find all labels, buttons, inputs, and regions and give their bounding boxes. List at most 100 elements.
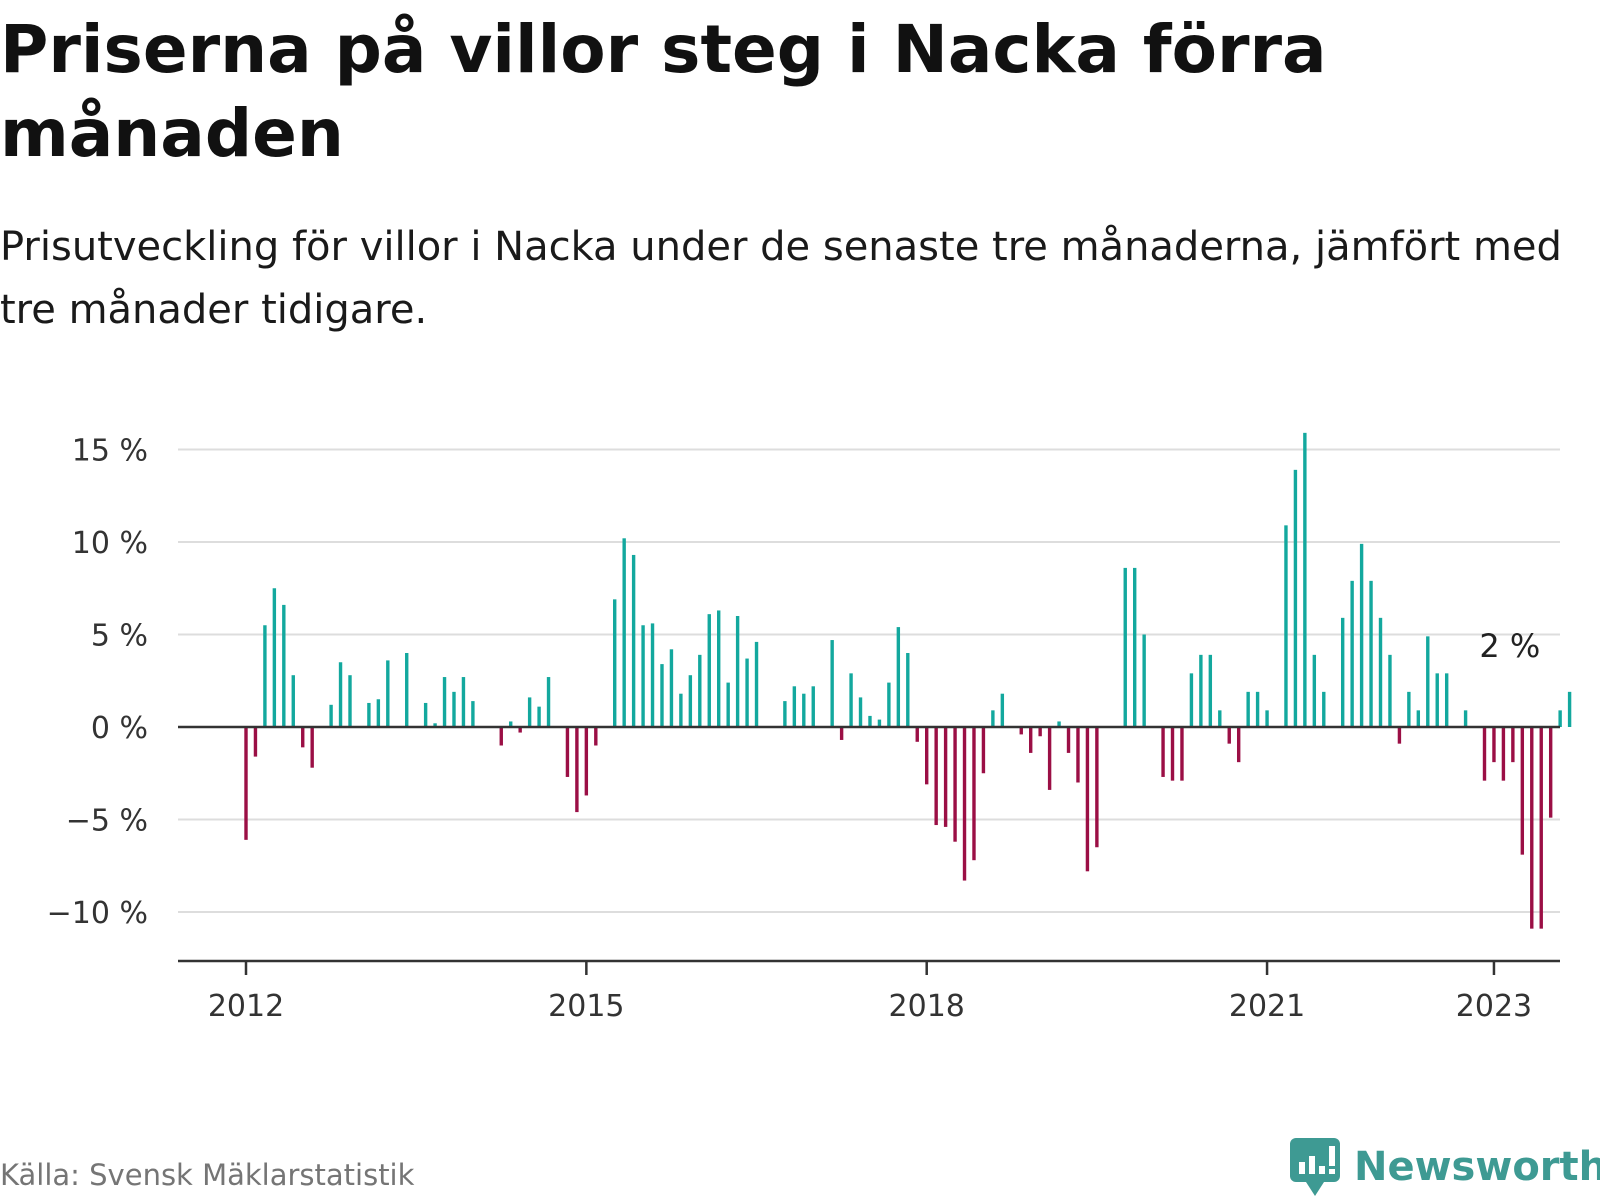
bar [849, 673, 853, 727]
bar [991, 710, 995, 727]
brand[interactable]: Newsworthy [1290, 1138, 1600, 1196]
bar [735, 616, 740, 727]
bar [1303, 432, 1307, 727]
bar [650, 623, 655, 727]
bar [972, 727, 976, 861]
bar [1567, 691, 1572, 727]
y-tick-label: 5 % [91, 619, 148, 654]
bar [934, 727, 938, 826]
bar [518, 727, 522, 733]
bar [537, 706, 541, 727]
chart-title: Priserna på villor steg i Nacka förra må… [0, 11, 1327, 172]
chart-subtitle: Prisutveckling för villor i Nacka under … [0, 224, 1562, 333]
bar [1038, 727, 1042, 737]
bar [925, 727, 929, 785]
x-tick-label: 2015 [548, 989, 624, 1024]
bar [1161, 727, 1165, 777]
bar [717, 610, 721, 727]
bar [1539, 727, 1543, 929]
bar [943, 727, 948, 827]
bar [887, 682, 891, 727]
bar [1123, 567, 1127, 727]
bar [877, 719, 882, 727]
bar [310, 727, 314, 768]
bar [915, 727, 919, 742]
bar [1265, 710, 1269, 727]
bar [1511, 727, 1515, 763]
tick-labels: 15 % 10 % 5 % 0 % −5 % −10 % 2012 2015 2018 2021 2… [47, 434, 1541, 1025]
bar [1293, 469, 1298, 727]
bar [1378, 617, 1383, 727]
bar [1397, 727, 1402, 744]
x-tick-label: 2021 [1229, 989, 1305, 1024]
bar [1416, 710, 1421, 727]
bar [575, 727, 579, 813]
bar [1369, 580, 1373, 727]
y-tick-label: 0 % [91, 711, 148, 746]
bar [1482, 727, 1487, 781]
bar [1208, 654, 1213, 727]
bar [1407, 691, 1411, 727]
bar [613, 599, 617, 727]
bar [745, 658, 749, 727]
bar [1189, 673, 1194, 727]
bar [830, 640, 834, 727]
bar [953, 727, 957, 842]
x-tick-label: 2023 [1456, 989, 1532, 1024]
bar [1284, 525, 1288, 727]
y-tick-label: 15 % [72, 434, 148, 469]
bar [1076, 727, 1080, 783]
bar [1047, 727, 1052, 790]
bar [1359, 543, 1364, 727]
bars [244, 432, 1572, 929]
bar [527, 697, 532, 727]
bar [622, 538, 626, 727]
bar [594, 727, 598, 746]
bar [1218, 710, 1222, 727]
bar [1170, 727, 1175, 781]
bar [1558, 710, 1562, 727]
bar [1095, 727, 1099, 848]
bar [754, 641, 759, 727]
bar [1000, 693, 1005, 727]
bar [272, 588, 277, 727]
bar [301, 727, 305, 748]
bar [423, 702, 428, 727]
y-tick-label: 10 % [72, 526, 148, 561]
bar [376, 699, 381, 727]
bar [282, 604, 286, 727]
bar [726, 682, 730, 727]
bar [329, 704, 333, 727]
bar [1322, 691, 1326, 727]
brand-name: Newsworthy [1354, 1144, 1600, 1190]
bar [858, 697, 863, 727]
x-tick-label: 2018 [889, 989, 965, 1024]
bar [631, 554, 636, 727]
bar [1066, 727, 1071, 753]
axes [178, 725, 1560, 975]
bar [896, 627, 901, 727]
last-value-label: 2 % [1479, 627, 1540, 665]
bar [981, 727, 986, 774]
bar [546, 677, 551, 727]
bar [1312, 654, 1317, 727]
bar [802, 693, 806, 727]
bar [584, 727, 589, 796]
bar [367, 702, 371, 727]
bar [688, 675, 693, 727]
bar [244, 727, 248, 840]
y-tick-label: −5 % [66, 804, 148, 839]
bar [565, 727, 570, 777]
bar [471, 701, 475, 727]
bar [1085, 727, 1090, 872]
bar [679, 693, 683, 727]
bar [1388, 654, 1392, 727]
x-tick-label: 2012 [208, 989, 284, 1024]
bar [1444, 673, 1449, 727]
bar [386, 660, 390, 727]
bar [1426, 636, 1430, 727]
bar [1142, 634, 1146, 727]
bar [1236, 727, 1241, 763]
bar [442, 677, 447, 727]
